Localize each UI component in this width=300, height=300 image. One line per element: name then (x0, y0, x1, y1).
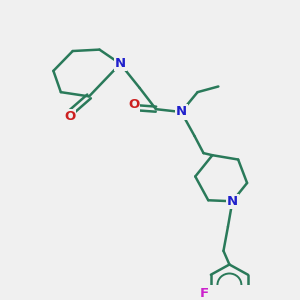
Text: O: O (128, 98, 139, 111)
Text: F: F (200, 287, 209, 300)
Text: O: O (64, 110, 75, 123)
Text: N: N (227, 195, 238, 208)
Text: N: N (176, 106, 187, 118)
Text: N: N (115, 57, 126, 70)
